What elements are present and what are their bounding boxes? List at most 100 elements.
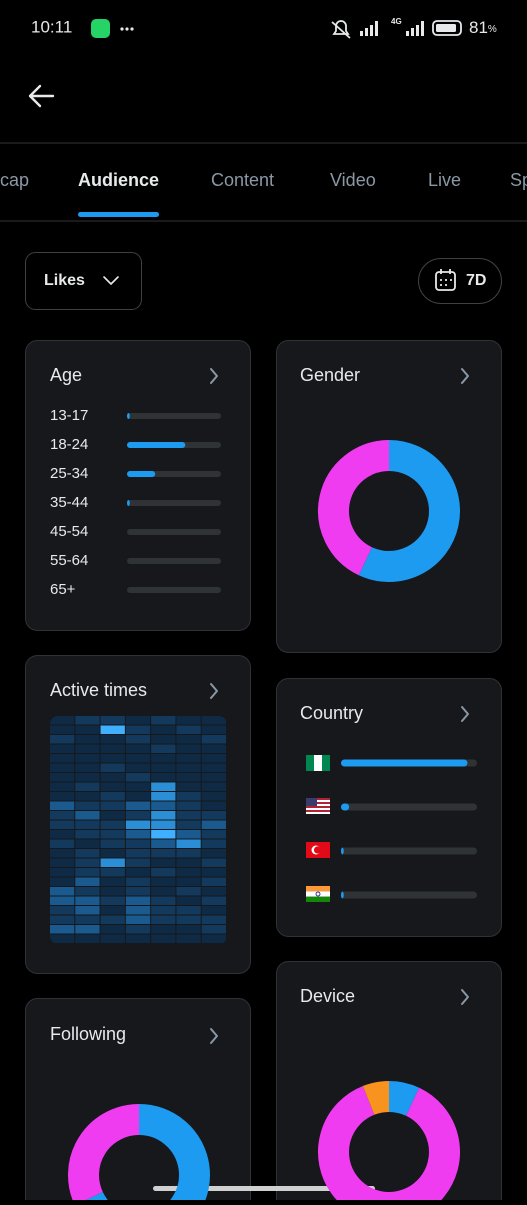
heatmap-cell (125, 782, 151, 791)
age-label: 65+ (50, 581, 76, 598)
heatmap-cell (100, 744, 125, 753)
age-label: 18-24 (50, 436, 88, 453)
heatmap-cell (125, 754, 151, 763)
signal-icon (360, 21, 378, 36)
time: 10:11 (31, 17, 72, 36)
bar (127, 442, 186, 448)
heatmap-cell (151, 725, 176, 734)
age-label: 55-64 (50, 552, 88, 569)
battery-icon (432, 20, 462, 36)
tab[interactable]: Audience (78, 170, 159, 190)
heatmap-cell (125, 801, 151, 810)
heatmap-cell (50, 887, 75, 896)
heatmap-cell (75, 820, 100, 829)
heatmap-cell (201, 896, 226, 905)
heatmap-cell (50, 782, 75, 791)
heatmap-cell (176, 849, 201, 858)
dot (130, 27, 134, 31)
heatmap-cell (201, 934, 226, 943)
heatmap-cell (125, 877, 151, 886)
device-card[interactable]: Device (276, 961, 502, 1205)
heatmap-cell (100, 716, 125, 725)
battery-unit: % (488, 24, 497, 35)
tab[interactable]: Live (428, 170, 461, 190)
flag-nigeria (306, 755, 330, 771)
tab[interactable]: Video (330, 170, 376, 190)
heatmap-cell (100, 887, 125, 896)
heatmap-cell (176, 754, 201, 763)
chevron (210, 1028, 218, 1044)
heatmap-cell (100, 877, 125, 886)
heatmap-cell (176, 782, 201, 791)
heatmap-cell (75, 839, 100, 848)
tab[interactable]: cap (0, 170, 29, 190)
bar-track (341, 847, 477, 855)
heatmap-cell (151, 811, 176, 820)
heatmap-cell (75, 858, 100, 867)
bar-track (127, 587, 221, 593)
gender-card[interactable]: Gender (276, 340, 502, 653)
bar-track (341, 891, 477, 899)
age-label: 35-44 (50, 494, 88, 511)
back-button[interactable] (28, 84, 55, 108)
heatmap-cell (100, 925, 125, 934)
heatmap-cell (176, 830, 201, 839)
heatmap-cell (151, 839, 176, 848)
dot (120, 27, 124, 31)
heatmap-cell (125, 915, 151, 924)
period-button[interactable]: 7D (418, 258, 502, 304)
heatmap-cell (151, 849, 176, 858)
heatmap-cell (125, 763, 151, 772)
heatmap-cell (125, 896, 151, 905)
calendar-icon (435, 271, 456, 291)
heatmap-cell (75, 792, 100, 801)
heatmap-cell (201, 839, 226, 848)
heatmap-cell (100, 801, 125, 810)
heatmap-cell (50, 744, 75, 753)
heatmap-cell (75, 735, 100, 744)
heatmap-cell (176, 725, 201, 734)
heatmap-cell (75, 849, 100, 858)
heatmap-cell (50, 858, 75, 867)
tab[interactable]: Sp (510, 170, 527, 190)
heatmap-cell (201, 811, 226, 820)
heatmap-cell (201, 773, 226, 782)
heatmap-cell (100, 735, 125, 744)
heatmap-cell (176, 934, 201, 943)
metric-dropdown[interactable]: Likes (25, 252, 142, 310)
chevron (210, 368, 218, 384)
heatmap-cell (75, 801, 100, 810)
heatmap-cell (125, 725, 151, 734)
heatmap-cell (151, 820, 176, 829)
heatmap-cell (125, 839, 151, 848)
bar-track (127, 413, 221, 419)
chevron (461, 368, 469, 384)
heatmap-cell (75, 877, 100, 886)
card-title: Following (50, 1024, 126, 1044)
tab-indicator (78, 212, 160, 217)
donut-segment (362, 1081, 390, 1116)
heatmap-cell (50, 849, 75, 858)
card-title: Active times (50, 680, 147, 700)
heatmap-cell (100, 830, 125, 839)
heatmap-cell (151, 801, 176, 810)
bar (127, 413, 130, 419)
heatmap-cell (50, 877, 75, 886)
heatmap-cell (50, 735, 75, 744)
heatmap-cell (75, 887, 100, 896)
heatmap-cell (100, 896, 125, 905)
tab[interactable]: Content (211, 170, 274, 190)
heatmap-cell (176, 735, 201, 744)
heatmap-cell (151, 830, 176, 839)
dot (125, 27, 129, 31)
heatmap-cell (176, 839, 201, 848)
heatmap-cell (50, 934, 75, 943)
following-card[interactable]: Following (25, 998, 251, 1205)
heatmap-cell (75, 754, 100, 763)
flag-usa (306, 798, 330, 814)
heatmap-cell (151, 782, 176, 791)
heatmap-cell (176, 820, 201, 829)
bar-track (127, 500, 221, 506)
